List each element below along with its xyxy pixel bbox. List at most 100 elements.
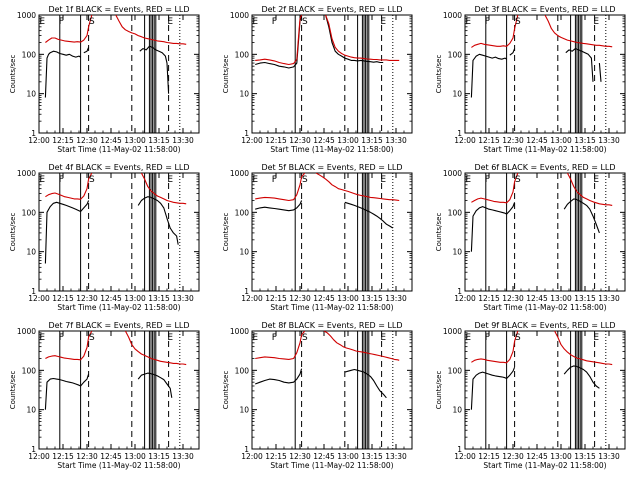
series-lld-line [471,173,613,206]
marker-label: E [167,175,173,185]
x-tick-label: 12:30 [289,136,311,145]
y-tick-label: 1000 [17,11,36,20]
marker-label: F [272,17,277,27]
marker-label: F [272,333,277,343]
series-events-line [255,200,394,229]
chart-title: Det 4f BLACK = Events, RED = LLD [48,163,189,172]
y-tick-label: 1 [244,445,249,454]
x-axis-label: Start Time (11-May-02 11:58:00) [57,303,180,312]
x-tick-label: 13:00 [124,452,146,461]
x-tick-label: 12:45 [100,136,122,145]
y-tick-label: 100 [448,208,463,217]
x-tick-label: 13:15 [574,452,596,461]
marker-label: S [302,17,308,27]
y-tick-label: 1 [31,287,36,296]
x-tick-label: 12:00 [28,136,50,145]
x-tick-label: 12:45 [100,294,122,303]
series-lld-line [255,15,400,66]
chart-title: Det 6f BLACK = Events, RED = LLD [474,163,615,172]
y-tick-label: 1 [244,129,249,138]
y-tick-label: 1 [457,129,462,138]
x-tick-label: 12:30 [76,452,98,461]
series-lld-line [471,15,613,48]
x-tick-label: 13:00 [550,452,572,461]
chart-panel-2: 12:00 12:15 12:30 12:45 13:00 13:15 13:30 1 10 10… [222,5,413,154]
series-group [44,331,187,410]
plot-frame [251,14,413,134]
x-tick-label: 13:30 [385,452,407,461]
marker-label: S [515,333,521,343]
marker-label: E [380,333,386,343]
y-axis-label: Counts/sec [222,55,230,94]
x-tick-label: 12:00 [241,452,263,461]
series-group [470,15,613,98]
marker-label: S [515,17,521,27]
marker-label: E [465,333,471,343]
x-tick-label: 12:45 [526,294,548,303]
y-tick-label: 100 [235,208,250,217]
chart-title: Det 3f BLACK = Events, RED = LLD [474,5,615,14]
plot-frame [38,330,200,450]
x-tick-label: 12:30 [289,294,311,303]
marker-label: E [167,333,173,343]
y-tick-label: 100 [235,366,250,375]
x-tick-label: 13:30 [385,136,407,145]
x-tick-label: 12:00 [454,452,476,461]
x-tick-label: 12:00 [28,294,50,303]
marker-label: E [380,175,386,185]
x-tick-label: 12:00 [28,452,50,461]
x-tick-label: 13:30 [598,452,620,461]
marker-label: F [59,175,64,185]
marker-label: E [39,17,45,27]
x-tick-label: 13:30 [598,136,620,145]
y-tick-label: 1000 [443,169,462,178]
chart-panel-6: 12:00 12:15 12:30 12:45 13:00 13:15 13:30 1 10 10… [435,163,626,312]
series-lld-line [45,331,187,366]
x-tick-label: 13:15 [148,136,170,145]
plot-frame [38,14,200,134]
series-lld-line [471,331,613,366]
chart-title: Det 1f BLACK = Events, RED = LLD [48,5,189,14]
y-tick-label: 10 [26,406,36,415]
y-tick-label: 1 [457,287,462,296]
marker-label: E [593,175,599,185]
x-tick-label: 12:45 [100,452,122,461]
y-tick-label: 100 [448,366,463,375]
y-axis-label: Counts/sec [435,55,443,94]
marker-label: E [39,333,45,343]
series-events-line [44,196,179,264]
chart-title: Det 7f BLACK = Events, RED = LLD [48,321,189,330]
marker-label: S [302,175,308,185]
x-tick-label: 12:15 [478,136,500,145]
plot-frame [464,172,626,292]
plot-frame [464,14,626,134]
x-tick-label: 12:15 [265,452,287,461]
x-axis-label: Start Time (11-May-02 11:58:00) [270,145,393,154]
y-tick-label: 1 [457,445,462,454]
x-tick-label: 13:15 [361,136,383,145]
y-tick-label: 10 [239,90,249,99]
x-axis-label: Start Time (11-May-02 11:58:00) [270,303,393,312]
marker-label: S [89,175,95,185]
x-tick-label: 12:30 [289,452,311,461]
y-tick-label: 10 [26,248,36,257]
series-lld-line [255,331,400,361]
y-tick-label: 10 [452,90,462,99]
x-tick-label: 12:15 [478,452,500,461]
x-tick-label: 13:00 [337,452,359,461]
x-axis-label: Start Time (11-May-02 11:58:00) [57,461,180,470]
series-lld-line [45,15,187,45]
y-tick-label: 10 [239,406,249,415]
x-tick-label: 12:30 [502,294,524,303]
chart-panel-7: 12:00 12:15 12:30 12:45 13:00 13:15 13:30 1 10 10… [9,321,200,470]
series-events-line [44,372,173,410]
x-tick-label: 12:15 [478,294,500,303]
y-tick-label: 100 [22,208,37,217]
plot-frame [251,330,413,450]
plot-frame [464,330,626,450]
x-tick-label: 12:15 [52,452,74,461]
series-events-line [470,198,600,252]
x-tick-label: 12:30 [76,136,98,145]
chart-panel-4: 12:00 12:15 12:30 12:45 13:00 13:15 13:30 1 10 10… [9,163,200,312]
